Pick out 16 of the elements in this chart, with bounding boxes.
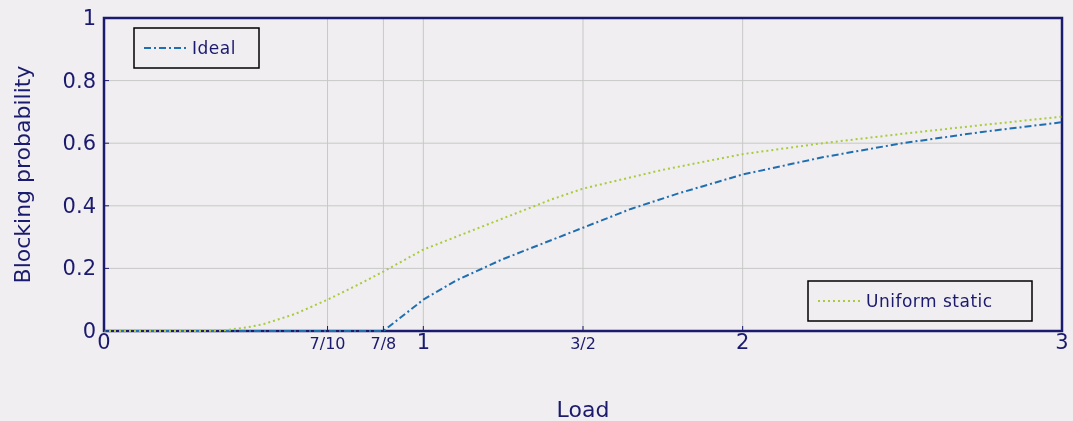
x-tick-label: 7/10 (309, 334, 346, 353)
x-tick-label: 3 (1055, 330, 1069, 354)
x-axis-title: Load (556, 397, 610, 421)
y-tick-label: 0.8 (62, 68, 96, 93)
legend-label: Uniform static (866, 291, 993, 311)
x-tick-label: 7/8 (370, 334, 397, 353)
x-tick-label: 1 (416, 330, 431, 354)
y-tick-label: 1 (82, 6, 96, 30)
y-axis-title: Blocking probability (10, 65, 35, 284)
x-tick-label: 2 (735, 330, 750, 354)
x-tick-label: 3/2 (570, 334, 596, 353)
y-tick-label: 0.6 (62, 131, 96, 156)
x-tick-label: 0 (97, 330, 111, 354)
y-tick-label: 0.2 (62, 256, 96, 281)
y-tick-label: 0.4 (62, 193, 96, 218)
legend-label: Ideal (192, 38, 236, 58)
